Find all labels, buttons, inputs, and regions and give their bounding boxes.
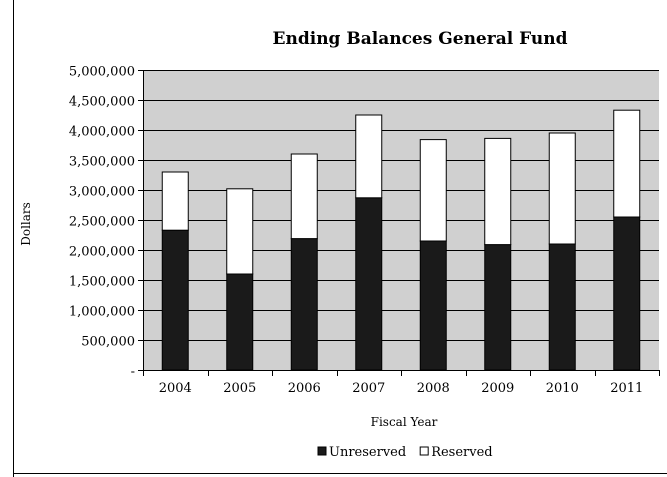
bar-unreserved-2004	[161, 229, 189, 371]
legend: Unreserved Reserved	[317, 445, 493, 460]
bars	[161, 109, 641, 371]
plot-area	[143, 70, 659, 371]
y-tick-label: 3,000,000	[69, 185, 135, 200]
x-axis-label: Fiscal Year	[371, 415, 438, 429]
bar-reserved-2009	[484, 137, 512, 246]
bar-unreserved-2011	[613, 216, 641, 371]
bar-unreserved-2009	[484, 244, 512, 371]
bar-reserved-2008	[419, 139, 447, 242]
y-tick-label: 2,500,000	[69, 215, 135, 230]
bar-unreserved-2010	[548, 243, 576, 371]
bar-reserved-2005	[226, 188, 254, 275]
legend-swatch-unreserved	[317, 446, 327, 456]
x-tick-label: 2005	[223, 381, 256, 396]
y-tick-label: 2,000,000	[69, 245, 135, 260]
bar-reserved-2010	[548, 132, 576, 245]
x-tick-label: 2011	[610, 381, 643, 396]
bar-reserved-2006	[290, 153, 318, 240]
x-tick-label: 2009	[481, 381, 514, 396]
y-tick-label: 1,500,000	[69, 275, 135, 290]
x-tick-label: 2008	[417, 381, 450, 396]
legend-label-reserved: Reserved	[431, 445, 492, 460]
y-tick-label: 500,000	[81, 335, 135, 350]
bar-unreserved-2005	[226, 273, 254, 371]
legend-label-unreserved: Unreserved	[329, 445, 406, 460]
bar-reserved-2004	[161, 171, 189, 231]
x-tick-label: 2007	[352, 381, 385, 396]
y-tick-label: 3,500,000	[69, 155, 135, 170]
legend-swatch-reserved	[419, 446, 429, 456]
y-tick-label: 5,000,000	[69, 65, 135, 80]
y-tick-label: 4,000,000	[69, 125, 135, 140]
y-axis-ticks: - 500,000 1,000,000 1,500,000 2,000,000 2,500…	[69, 65, 143, 380]
bar-unreserved-2007	[355, 197, 383, 371]
x-tick-label: 2004	[159, 381, 192, 396]
bar-reserved-2011	[613, 109, 641, 218]
bar-unreserved-2006	[290, 238, 318, 371]
x-tick-label: 2006	[288, 381, 321, 396]
x-tick-label: 2010	[546, 381, 579, 396]
y-tick-label: -	[131, 365, 135, 380]
chart-title: Ending Balances General Fund	[273, 29, 568, 49]
bar-reserved-2007	[355, 114, 383, 199]
y-tick-label: 1,000,000	[69, 305, 135, 320]
bar-unreserved-2008	[419, 240, 447, 371]
y-axis-label: Dollars	[19, 202, 33, 246]
x-axis-ticks: 2004 2005 2006 2007 2008 2009 2010 2011	[143, 370, 660, 396]
y-tick-label: 4,500,000	[69, 95, 135, 110]
